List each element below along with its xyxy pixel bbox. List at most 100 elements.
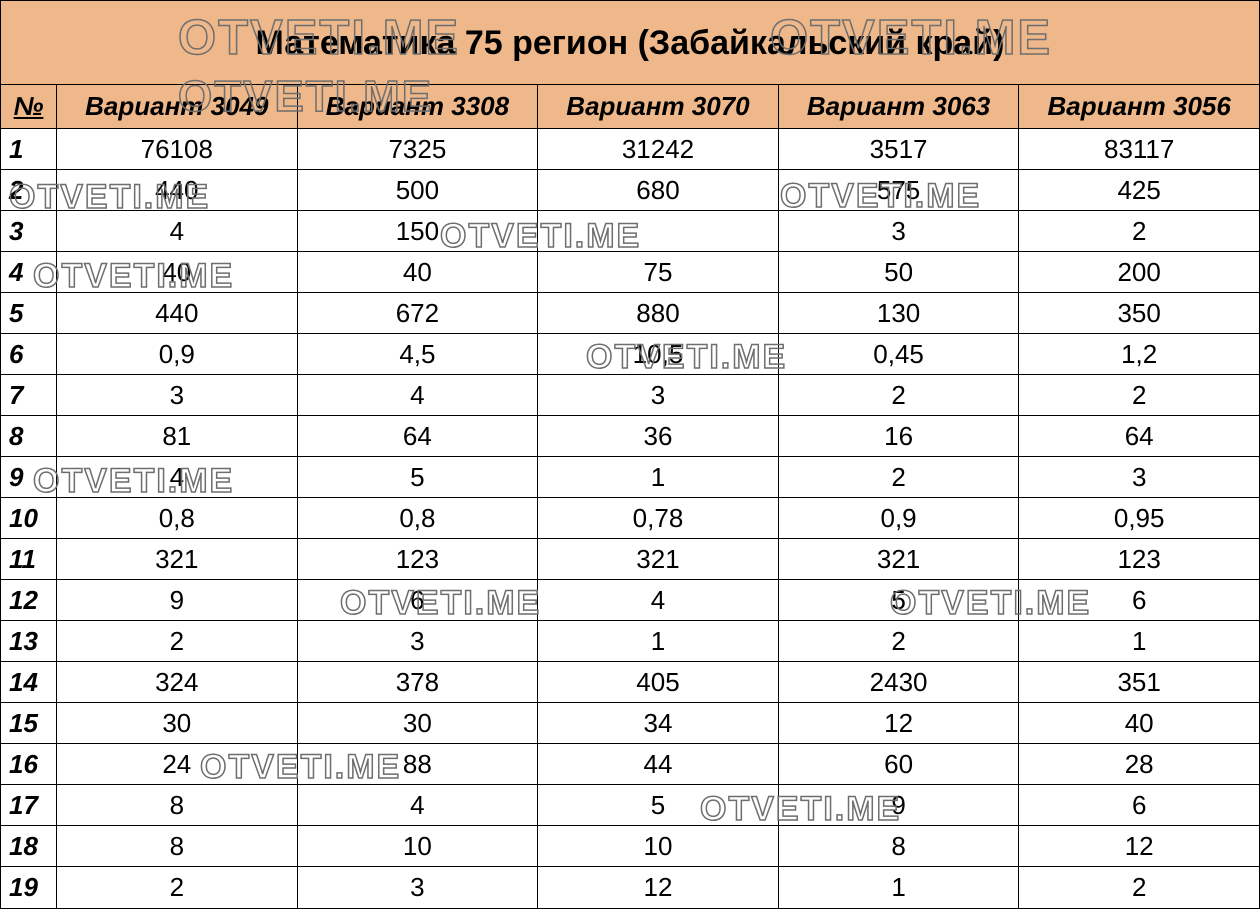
answer-cell: 2 xyxy=(779,375,1020,415)
answer-cell: 1,2 xyxy=(1019,334,1259,374)
row-number: 7 xyxy=(1,375,57,415)
answer-cell: 2 xyxy=(779,621,1020,661)
answer-cell: 440 xyxy=(57,170,298,210)
answer-cell: 1 xyxy=(538,621,779,661)
answer-cell: 3 xyxy=(298,621,539,661)
answers-table: Математика 75 регион (Забайкальский край… xyxy=(0,0,1260,909)
row-number: 3 xyxy=(1,211,57,251)
answer-cell: 4 xyxy=(57,457,298,497)
row-number: 12 xyxy=(1,580,57,620)
answer-cell: 5 xyxy=(779,580,1020,620)
row-number: 1 xyxy=(1,129,57,169)
table-row: 734322 xyxy=(1,375,1259,416)
header-number-col: № xyxy=(1,85,57,128)
answer-cell: 321 xyxy=(57,539,298,579)
table-row: 60,94,510,50,451,2 xyxy=(1,334,1259,375)
answer-cell: 123 xyxy=(1019,539,1259,579)
answer-cell: 321 xyxy=(779,539,1020,579)
answer-cell: 10,5 xyxy=(538,334,779,374)
answer-cell: 0,8 xyxy=(57,498,298,538)
answer-cell: 405 xyxy=(538,662,779,702)
answer-cell: 6 xyxy=(1019,785,1259,825)
table-row: 11321123321321123 xyxy=(1,539,1259,580)
answer-cell: 40 xyxy=(57,252,298,292)
answer-cell: 31242 xyxy=(538,129,779,169)
answer-cell: 440 xyxy=(57,293,298,333)
answer-cell: 4 xyxy=(298,375,539,415)
answer-cell: 378 xyxy=(298,662,539,702)
answer-cell: 3517 xyxy=(779,129,1020,169)
table-row: 1881010812 xyxy=(1,826,1259,867)
answer-cell: 83117 xyxy=(1019,129,1259,169)
answer-cell: 8 xyxy=(57,826,298,866)
answer-cell: 500 xyxy=(298,170,539,210)
answer-cell: 3 xyxy=(57,375,298,415)
answer-cell xyxy=(538,211,779,251)
answer-cell: 321 xyxy=(538,539,779,579)
answer-cell: 0,95 xyxy=(1019,498,1259,538)
answer-cell: 1 xyxy=(779,867,1020,908)
table-header-row: № Вариант 3049Вариант 3308Вариант 3070Ва… xyxy=(1,85,1259,129)
answer-cell: 6 xyxy=(298,580,539,620)
answer-cell: 75 xyxy=(538,252,779,292)
table-row: 162488446028 xyxy=(1,744,1259,785)
column-header: Вариант 3049 xyxy=(57,85,298,128)
answer-cell: 123 xyxy=(298,539,539,579)
answer-cell: 0,9 xyxy=(57,334,298,374)
table-row: 1323121 xyxy=(1,621,1259,662)
row-number: 4 xyxy=(1,252,57,292)
table-row: 2440500680575425 xyxy=(1,170,1259,211)
answer-cell: 0,78 xyxy=(538,498,779,538)
table-row: 3415032 xyxy=(1,211,1259,252)
row-number: 6 xyxy=(1,334,57,374)
table-row: 153030341240 xyxy=(1,703,1259,744)
table-row: 19231212 xyxy=(1,867,1259,908)
answer-cell: 36 xyxy=(538,416,779,456)
row-number: 15 xyxy=(1,703,57,743)
answer-cell: 672 xyxy=(298,293,539,333)
answer-cell: 3 xyxy=(538,375,779,415)
row-number: 9 xyxy=(1,457,57,497)
row-number: 11 xyxy=(1,539,57,579)
row-number: 16 xyxy=(1,744,57,784)
table-row: 440407550200 xyxy=(1,252,1259,293)
row-number: 13 xyxy=(1,621,57,661)
answer-cell: 12 xyxy=(779,703,1020,743)
answer-cell: 7325 xyxy=(298,129,539,169)
answer-cell: 50 xyxy=(779,252,1020,292)
answer-cell: 2 xyxy=(1019,211,1259,251)
answer-cell: 130 xyxy=(779,293,1020,333)
table-row: 1784596 xyxy=(1,785,1259,826)
answer-cell: 12 xyxy=(1019,826,1259,866)
answer-cell: 4,5 xyxy=(298,334,539,374)
answer-cell: 3 xyxy=(298,867,539,908)
answer-cell: 4 xyxy=(538,580,779,620)
answer-cell: 0,9 xyxy=(779,498,1020,538)
answer-cell: 8 xyxy=(57,785,298,825)
answer-cell: 9 xyxy=(57,580,298,620)
column-header: Вариант 3063 xyxy=(779,85,1020,128)
table-row: 88164361664 xyxy=(1,416,1259,457)
answer-cell: 0,45 xyxy=(779,334,1020,374)
page-title: Математика 75 регион (Забайкальский край… xyxy=(1,1,1259,85)
answer-cell: 10 xyxy=(298,826,539,866)
answer-cell: 2 xyxy=(1019,375,1259,415)
answer-cell: 6 xyxy=(1019,580,1259,620)
answer-cell: 40 xyxy=(298,252,539,292)
answer-cell: 2430 xyxy=(779,662,1020,702)
answer-cell: 2 xyxy=(57,867,298,908)
row-number: 8 xyxy=(1,416,57,456)
table-row: 1296456 xyxy=(1,580,1259,621)
row-number: 2 xyxy=(1,170,57,210)
table-row: 100,80,80,780,90,95 xyxy=(1,498,1259,539)
answer-cell: 1 xyxy=(538,457,779,497)
answer-cell: 5 xyxy=(298,457,539,497)
answer-cell: 150 xyxy=(298,211,539,251)
answer-cell: 575 xyxy=(779,170,1020,210)
answer-cell: 5 xyxy=(538,785,779,825)
row-number: 17 xyxy=(1,785,57,825)
answer-cell: 324 xyxy=(57,662,298,702)
column-header: Вариант 3308 xyxy=(298,85,539,128)
answer-cell: 9 xyxy=(779,785,1020,825)
answer-cell: 3 xyxy=(779,211,1020,251)
